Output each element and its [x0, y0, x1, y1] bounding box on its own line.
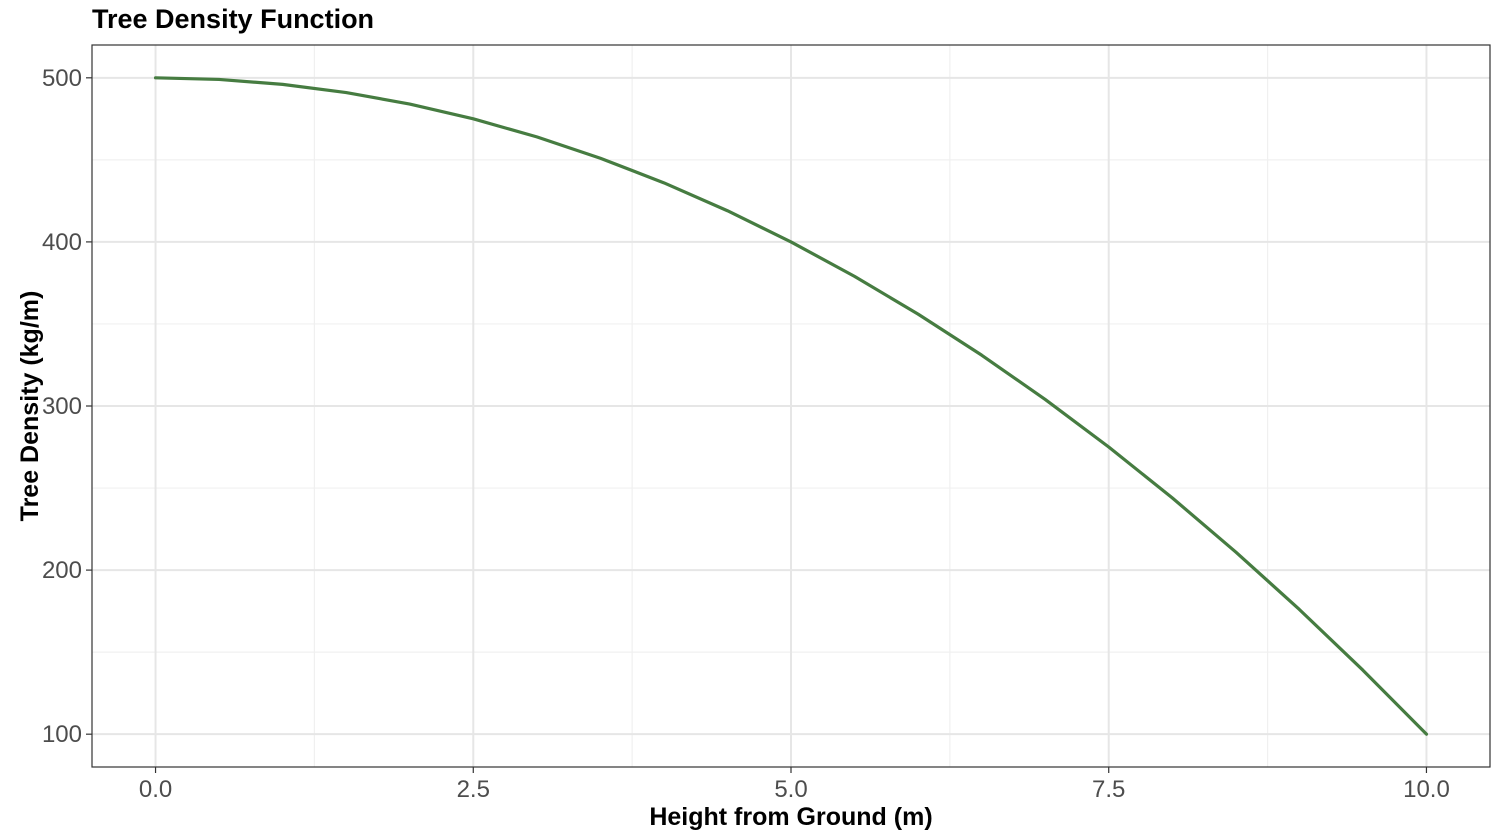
y-tick-label: 200	[42, 557, 82, 584]
y-tick-label: 100	[42, 721, 82, 748]
x-tick-label: 7.5	[1092, 776, 1125, 803]
grid-major	[92, 45, 1490, 767]
x-axis-title: Height from Ground (m)	[649, 803, 932, 831]
y-tick-label: 500	[42, 65, 82, 92]
chart-title: Tree Density Function	[92, 4, 375, 34]
x-axis-ticks: 0.0 2.5 5.0 7.5 10.0	[139, 767, 1450, 803]
x-tick-label: 5.0	[774, 776, 807, 803]
y-axis-ticks: 100 200 300 400 500	[42, 65, 92, 748]
series-line	[153, 76, 1429, 736]
series-layer	[153, 76, 1429, 736]
x-tick-label: 2.5	[457, 776, 490, 803]
x-tick-label: 10.0	[1403, 776, 1450, 803]
y-tick-label: 400	[42, 229, 82, 256]
y-axis-title: Tree Density (kg/m)	[16, 291, 44, 522]
x-tick-label: 0.0	[139, 776, 172, 803]
y-tick-label: 300	[42, 393, 82, 420]
